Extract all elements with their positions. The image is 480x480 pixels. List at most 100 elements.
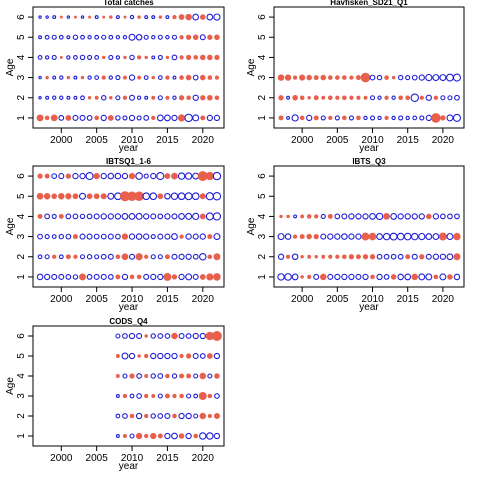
bubble-positive (86, 193, 93, 200)
bubble-negative (334, 213, 341, 220)
bubble-positive (192, 34, 199, 41)
bubble-positive (193, 433, 199, 439)
bubble-positive (363, 95, 368, 100)
bubble-positive (36, 114, 44, 122)
bubble-negative (172, 75, 177, 80)
x-tick-label: 2020 (192, 453, 215, 464)
bubble-negative (37, 233, 43, 240)
bubble-negative (101, 34, 107, 40)
bubble-negative (447, 95, 453, 101)
bubble-positive (207, 34, 213, 40)
x-tick-label: 2005 (86, 294, 109, 305)
bubble-negative (445, 73, 454, 82)
bubble-negative (150, 352, 157, 360)
bubble-positive (327, 95, 333, 101)
bubble-negative (355, 273, 362, 280)
bubble-positive (94, 95, 99, 100)
bubble-negative (66, 35, 71, 40)
bubble-positive (307, 96, 311, 100)
bubble-negative (128, 233, 136, 240)
y-tick-label: 3 (257, 233, 268, 239)
bubble-positive (151, 95, 156, 100)
bubble-negative (440, 213, 446, 220)
bubble-negative (170, 192, 179, 200)
bubble-negative (86, 115, 93, 121)
y-tick-label: 3 (257, 74, 268, 80)
bubble-negative (44, 254, 50, 260)
bubble-negative (186, 393, 192, 399)
bubble-negative (100, 253, 107, 260)
bubble-negative (454, 213, 460, 220)
bubble-negative (164, 213, 171, 220)
bubble-negative (412, 115, 418, 121)
bubble-negative (135, 412, 143, 420)
bubble-negative (327, 233, 334, 240)
bubble-negative (115, 413, 121, 419)
bubble-negative (172, 95, 177, 100)
bubble-negative (192, 94, 199, 101)
x-axis-label: year (359, 143, 379, 154)
bubble-negative (122, 333, 128, 339)
y-tick-label: 6 (257, 173, 268, 179)
bubble-negative (121, 213, 129, 220)
bubble-negative (72, 34, 79, 40)
x-tick-label: 2000 (50, 294, 73, 305)
bubble-negative (348, 273, 355, 281)
plot-frame (32, 6, 225, 129)
bubble-negative (376, 253, 383, 260)
bubble-negative (94, 55, 100, 60)
bubble-negative (38, 75, 42, 80)
bubble-negative (93, 213, 100, 220)
bubble-negative (128, 74, 136, 81)
bubble-negative (108, 54, 114, 60)
bubble-negative (404, 273, 412, 281)
bubble-negative (411, 74, 418, 81)
bubble-negative (122, 35, 128, 40)
bubble-negative (376, 233, 383, 240)
bubble-negative (410, 93, 419, 102)
y-tick-label: 3 (16, 393, 27, 399)
y-tick-label: 5 (257, 34, 268, 40)
bubble-negative (164, 192, 171, 200)
bubble-negative (362, 273, 369, 281)
bubble-positive (214, 95, 220, 101)
bubble-negative (199, 432, 207, 440)
bubble-negative (334, 115, 340, 121)
bubble-negative (212, 192, 222, 201)
bubble-negative (94, 75, 100, 80)
y-tick-label: 2 (257, 95, 268, 101)
bubble-negative (44, 234, 50, 240)
bubble-positive (87, 96, 92, 100)
bubble-positive (109, 96, 113, 100)
bubble-negative (404, 213, 411, 220)
bubble-positive (362, 254, 369, 260)
bubble-negative (192, 172, 200, 180)
bubble-negative (391, 95, 396, 100)
bubble-negative (377, 95, 382, 100)
plot-frame (32, 325, 225, 447)
bubble-negative (100, 233, 107, 240)
bubble-negative (355, 233, 362, 240)
y-tick-label: 4 (257, 54, 268, 60)
bubble-negative (150, 234, 156, 240)
bubble-negative (129, 94, 136, 101)
panel-title: Havfisken_SD21_Q1 (330, 0, 408, 7)
bubble-positive (123, 75, 127, 80)
bubble-negative (115, 15, 120, 20)
bubble-negative (184, 172, 193, 180)
bubble-negative (157, 273, 164, 281)
bubble-negative (157, 75, 163, 80)
bubble-negative (151, 35, 156, 40)
bubble-negative (129, 14, 135, 20)
bubble-negative (341, 233, 348, 240)
bubble-negative (157, 233, 164, 240)
bubble-positive (100, 193, 107, 200)
panel-title: IBTS_Q3 (352, 157, 386, 166)
bubble-positive (73, 254, 78, 259)
bubble-positive (369, 254, 376, 260)
bubble-positive (88, 15, 92, 19)
y-tick-label: 2 (16, 95, 27, 101)
x-tick-label: 2010 (121, 135, 144, 146)
bubble-negative (115, 35, 121, 40)
bubble-positive (163, 272, 172, 281)
